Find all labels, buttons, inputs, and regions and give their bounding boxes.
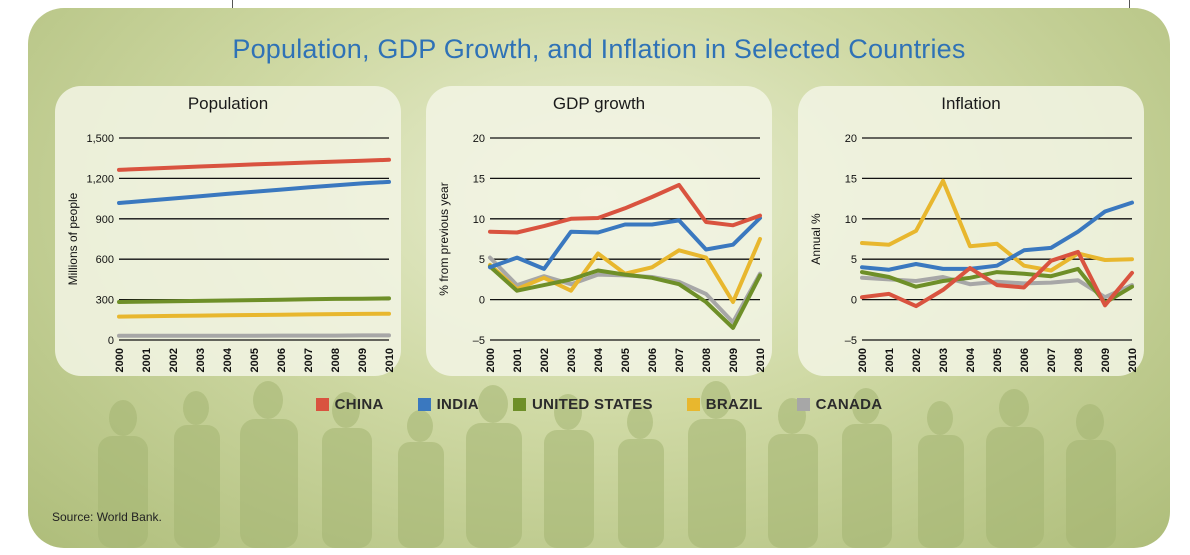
gdp-growth-chart-title: GDP growth (552, 94, 646, 113)
y-tick-label: 5 (479, 254, 485, 266)
y-axis-label: Annual % (809, 213, 823, 265)
legend-label-brazil: BRAZIL (705, 396, 763, 413)
legend-label-canada: CANADA (815, 396, 883, 413)
y-tick-label: 10 (473, 214, 485, 226)
series-line-china (860, 249, 1134, 309)
y-tick-label: 300 (96, 295, 114, 307)
x-tick-label: 2009 (357, 348, 369, 372)
x-tick-label: 2005 (249, 348, 261, 372)
x-tick-label: 2010 (755, 348, 767, 372)
y-tick-label: 15 (473, 173, 485, 185)
x-tick-label: 2010 (384, 348, 396, 372)
top-edge-line-right (1129, 0, 1130, 9)
legend-label-india: INDIA (436, 396, 479, 413)
x-tick-label: 2008 (1073, 348, 1085, 372)
series-line-canada (860, 275, 1134, 300)
y-tick-label: 0 (851, 295, 857, 307)
x-tick-label: 2004 (965, 347, 977, 372)
x-tick-label: 2007 (1046, 348, 1058, 372)
series-line-united-states (117, 296, 391, 304)
x-tick-label: 2005 (992, 348, 1004, 372)
legend-item-india: INDIA (417, 396, 479, 413)
series-line-india (488, 216, 762, 271)
people-silhouettes-background (98, 381, 1116, 548)
series-line-china (117, 157, 391, 172)
inflation-chart-panel: Inflation –5 0 5 10 15 20 Annual % 2000 2001 2002… (798, 86, 1144, 376)
legend-swatch-united-states (512, 398, 526, 411)
x-tick-label: 2000 (114, 348, 126, 372)
x-tick-label: 2009 (728, 348, 740, 372)
y-tick-label: –5 (473, 335, 485, 347)
y-axis-label: % from previous year (437, 182, 451, 295)
x-tick-label: 2006 (1019, 348, 1031, 372)
x-tick-label: 2005 (620, 348, 632, 372)
x-tick-label: 2007 (303, 348, 315, 372)
x-tick-label: 2000 (485, 348, 497, 372)
gdp-growth-chart-panel: GDP growth –5 0 5 10 15 20 % from previous yea… (426, 86, 772, 376)
x-tick-label: 2003 (938, 348, 950, 372)
x-tick-label: 2003 (566, 348, 578, 372)
y-tick-label: 15 (845, 173, 857, 185)
series-line-united-states (860, 266, 1134, 305)
series-line-brazil (117, 311, 391, 319)
x-tick-label: 2002 (911, 348, 923, 372)
y-tick-label: 20 (845, 133, 857, 145)
x-tick-label: 2002 (539, 348, 551, 372)
x-tick-label: 2008 (330, 348, 342, 372)
legend-label-china: CHINA (334, 396, 384, 413)
series-line-india (117, 179, 391, 205)
series-line-india (860, 200, 1134, 272)
legend-swatch-canada (796, 398, 810, 411)
inflation-chart-title: Inflation (941, 94, 1001, 113)
y-tick-label: 0 (479, 295, 485, 307)
y-axis-label: Millions of people (66, 192, 80, 285)
x-tick-label: 2007 (674, 348, 686, 372)
legend-item-canada: CANADA (796, 396, 883, 413)
population-chart-title: Population (187, 94, 269, 113)
y-tick-label: 5 (851, 254, 857, 266)
series-line-united-states (488, 264, 762, 330)
legend: CHINA INDIA UNITED STATES BRAZIL CANADA (28, 396, 1170, 413)
x-tick-label: 2009 (1100, 348, 1112, 372)
x-tick-label: 2006 (647, 348, 659, 372)
population-chart-panel: Population 0 300 600 900 1,200 1,500 Millions … (55, 86, 401, 376)
legend-item-china: CHINA (315, 396, 384, 413)
legend-label-united-states: UNITED STATES (531, 396, 653, 413)
x-tick-label: 2001 (512, 348, 524, 372)
top-edge-line-left (232, 0, 233, 9)
legend-item-brazil: BRAZIL (686, 396, 763, 413)
x-tick-label: 2010 (1127, 348, 1139, 372)
x-tick-label: 2003 (195, 348, 207, 372)
x-tick-label: 2002 (168, 348, 180, 372)
x-tick-label: 2001 (141, 348, 153, 372)
y-tick-label: 0 (108, 335, 114, 347)
x-tick-label: 2004 (593, 347, 605, 372)
x-tick-label: 2008 (701, 348, 713, 372)
source-note: Source: World Bank. (52, 510, 162, 524)
legend-item-united-states: UNITED STATES (512, 396, 653, 413)
infographic-title: Population, GDP Growth, and Inflation in… (232, 34, 966, 64)
gdp-growth-chart: –5 0 5 10 15 20 % from previous year 2000 2001 20… (437, 133, 767, 372)
legend-swatch-china (315, 398, 329, 411)
y-tick-label: 1,500 (86, 133, 114, 145)
x-tick-label: 2000 (857, 348, 869, 372)
y-tick-label: 10 (845, 214, 857, 226)
y-tick-label: –5 (845, 335, 857, 347)
infographic-card: Population, GDP Growth, and Inflation in… (28, 8, 1170, 548)
y-tick-label: 1,200 (86, 173, 114, 185)
x-tick-label: 2004 (222, 347, 234, 372)
x-tick-label: 2006 (276, 348, 288, 372)
y-tick-label: 900 (96, 214, 114, 226)
population-chart: 0 300 600 900 1,200 1,500 Millions of people 20… (66, 133, 396, 372)
y-tick-label: 20 (473, 133, 485, 145)
series-line-brazil (860, 178, 1134, 273)
x-tick-label: 2001 (884, 348, 896, 372)
legend-swatch-brazil (686, 398, 700, 411)
inflation-chart: –5 0 5 10 15 20 Annual % 2000 2001 2002 2003 2004 20… (809, 133, 1139, 372)
y-tick-label: 600 (96, 254, 114, 266)
legend-swatch-india (417, 398, 431, 411)
series-line-china (488, 182, 762, 235)
